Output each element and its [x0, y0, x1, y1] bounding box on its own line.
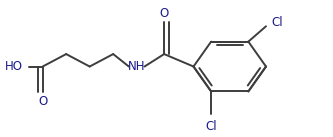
- Text: NH: NH: [128, 60, 146, 73]
- Text: Cl: Cl: [205, 120, 217, 133]
- Text: Cl: Cl: [272, 16, 283, 29]
- Text: O: O: [160, 7, 169, 20]
- Text: O: O: [38, 95, 47, 108]
- Text: HO: HO: [5, 60, 23, 73]
